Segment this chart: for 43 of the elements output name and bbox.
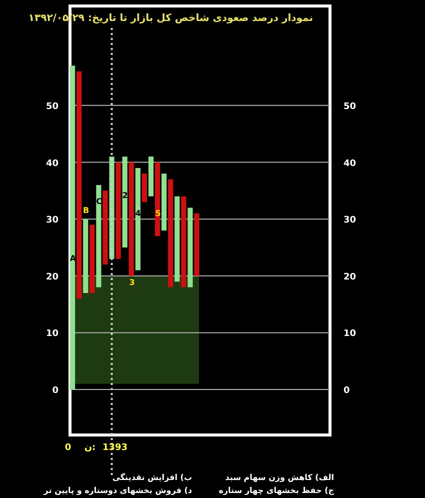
bar: [122, 156, 128, 248]
text: 1393: [102, 443, 128, 453]
bar: [116, 162, 121, 259]
y-tick-label: 10: [46, 329, 58, 340]
bar: [70, 66, 76, 390]
bar: [168, 179, 174, 288]
bar: [148, 156, 154, 196]
bar: [162, 174, 167, 230]
text: الف) کاهش وزن سهام سبد: [225, 473, 334, 482]
y2-tick-label: 40: [344, 158, 356, 169]
y-tick-label: 20: [46, 272, 58, 282]
y-tick-label: 30: [46, 216, 58, 226]
bar: [142, 174, 147, 202]
bar: [90, 224, 95, 293]
annotation: 2: [122, 191, 128, 200]
bar: [96, 184, 102, 288]
annotation: C: [96, 197, 102, 206]
bar: [188, 208, 193, 288]
y2-tick-label: 50: [344, 102, 356, 112]
y2-tick-label: 0: [344, 386, 350, 396]
y-tick-label: 0: [52, 386, 58, 396]
bar: [83, 219, 88, 293]
y2-tick-label: 20: [344, 272, 356, 282]
bar: [128, 162, 134, 276]
bar: [76, 71, 82, 299]
text: ن:: [84, 443, 96, 453]
y-tick-label: 40: [46, 158, 58, 169]
bar: [181, 196, 186, 288]
bar: [154, 162, 160, 236]
bar: [174, 196, 180, 282]
y2-tick-label: 30: [344, 216, 356, 226]
text: ب) افزایش نقدینگی: [112, 472, 192, 482]
bar: [135, 168, 140, 270]
annotation: 4: [135, 209, 142, 218]
annotation: B: [82, 206, 90, 215]
y-tick-label: 50: [46, 102, 58, 112]
text: د) فروش بخشهای دوستاره و پایین تر: [42, 486, 192, 495]
bar: [194, 213, 200, 276]
bar: [102, 190, 108, 265]
y2-tick-label: 10: [344, 329, 356, 340]
text: 0: [64, 443, 72, 453]
text: ج) حفظ بخشهای چهار ستاره: [218, 486, 334, 495]
annotation: 3: [129, 278, 135, 287]
